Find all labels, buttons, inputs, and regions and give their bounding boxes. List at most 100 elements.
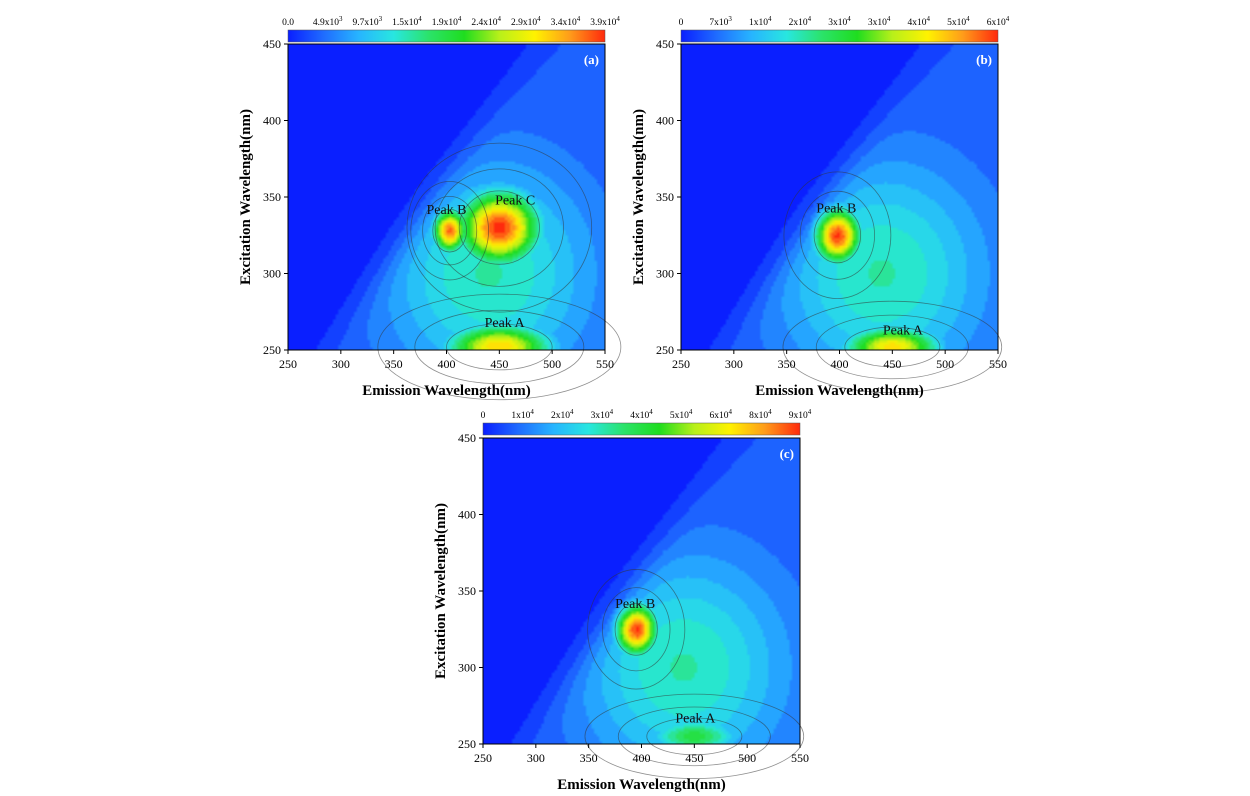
peak-label: Peak C — [495, 194, 535, 209]
colorbar-tick-label: 1x104 — [749, 15, 772, 28]
colorbar-tick-label: 2.9x104 — [511, 15, 541, 28]
y-tick-label: 300 — [458, 661, 476, 675]
colorbar-frame — [680, 29, 999, 43]
colorbar-tick-label: 2x104 — [551, 408, 574, 421]
colorbar-tick-label: 0 — [481, 411, 486, 421]
x-tick-label: 400 — [633, 751, 651, 765]
colorbar-tick-label: 0.0 — [282, 18, 294, 28]
colorbar — [483, 423, 800, 435]
colorbar-tick-label: 8x104 — [749, 408, 772, 421]
peak-label: Peak B — [426, 203, 466, 218]
contour-line — [646, 717, 743, 756]
peak-label: Peak B — [615, 597, 655, 612]
contour-line — [844, 326, 941, 368]
colorbar-frame — [482, 422, 801, 436]
contour-line — [406, 142, 593, 313]
y-tick-label: 250 — [458, 737, 476, 751]
colorbar-tick-label: 4x104 — [630, 408, 653, 421]
y-tick-label: 450 — [458, 431, 476, 445]
y-tick-label: 350 — [263, 190, 281, 204]
colorbar-tick-label: 2x104 — [789, 15, 812, 28]
colorbar-tick-label: 3x104 — [591, 408, 614, 421]
x-tick-label: 450 — [685, 751, 703, 765]
x-tick-label: 300 — [332, 357, 350, 371]
x-tick-label: 500 — [738, 751, 756, 765]
colorbar-tick-label: 1.5x104 — [392, 15, 422, 28]
contour-line — [799, 190, 875, 280]
panel-a: 0.0 4.9x103 9.7x103 1.5x104 1.9x104 2.4x104 2.… — [238, 15, 622, 401]
x-tick-label: 350 — [385, 357, 403, 371]
y-tick-label: 450 — [263, 37, 281, 51]
contour-line — [614, 602, 658, 656]
x-axis-title: Emission Wavelength(nm) — [362, 383, 531, 399]
colorbar-tick-label: 7x103 — [709, 15, 732, 28]
colorbar-tick-label: 1x104 — [511, 408, 534, 421]
y-tick-label: 400 — [656, 114, 674, 128]
x-tick-label: 400 — [831, 357, 849, 371]
x-tick-label: 500 — [543, 357, 561, 371]
contour-line — [446, 323, 553, 371]
contour-line — [602, 587, 671, 672]
panel-c: 0 1x104 2x104 3x104 4x104 5x104 6x104 8x104 9x10… — [433, 408, 812, 793]
x-tick-label: 500 — [936, 357, 954, 371]
colorbar-tick-label: 9x104 — [789, 408, 812, 421]
y-tick-label: 250 — [263, 343, 281, 357]
y-axis-title: Excitation Wavelength(nm) — [631, 109, 647, 285]
x-tick-label: 350 — [580, 751, 598, 765]
contour-line — [782, 300, 1003, 394]
x-tick-label: 400 — [438, 357, 456, 371]
colorbar-tick-label: 1.9x104 — [432, 15, 462, 28]
contour-line — [458, 190, 540, 265]
contour-line — [584, 693, 805, 779]
contour-line — [432, 208, 467, 253]
colorbar-tick-label: 5x104 — [947, 15, 970, 28]
colorbar-frame — [287, 29, 606, 43]
x-tick-label: 300 — [527, 751, 545, 765]
x-tick-label: 550 — [596, 357, 614, 371]
contour-line — [783, 171, 892, 299]
y-tick-label: 350 — [458, 584, 476, 598]
colorbar-tick-label: 3.9x104 — [590, 15, 620, 28]
peak-label: Peak A — [485, 316, 526, 331]
y-tick-label: 400 — [458, 508, 476, 522]
contour-line — [434, 168, 564, 287]
colorbar — [288, 30, 605, 42]
x-tick-label: 250 — [672, 357, 690, 371]
colorbar — [681, 30, 998, 42]
y-axis-title: Excitation Wavelength(nm) — [433, 503, 449, 679]
panel-b: 0 7x103 1x104 2x104 3x104 3x104 4x104 5x104 6x10… — [631, 15, 1010, 399]
y-tick-label: 300 — [263, 267, 281, 281]
contour-line — [813, 207, 862, 264]
colorbar-tick-label: 3x104 — [868, 15, 891, 28]
contour-line — [617, 706, 771, 767]
heatmap-surface — [681, 44, 998, 350]
peak-label: Peak A — [675, 712, 716, 727]
contour-line — [410, 180, 489, 281]
colorbar-tick-label: 2.4x104 — [471, 15, 501, 28]
y-tick-label: 400 — [263, 114, 281, 128]
colorbar-tick-label: 9.7x103 — [352, 15, 382, 28]
colorbar-tick-label: 4x104 — [908, 15, 931, 28]
y-axis-title: Excitation Wavelength(nm) — [238, 109, 254, 285]
x-tick-label: 300 — [725, 357, 743, 371]
x-axis-title: Emission Wavelength(nm) — [557, 777, 726, 793]
colorbar-tick-label: 6x104 — [710, 408, 733, 421]
panel-label: (b) — [976, 52, 992, 67]
contour-line — [377, 293, 622, 401]
x-tick-label: 550 — [989, 357, 1007, 371]
contour-line — [587, 569, 686, 690]
colorbar-tick-label: 4.9x103 — [313, 15, 343, 28]
x-tick-label: 250 — [474, 751, 492, 765]
y-tick-label: 350 — [656, 190, 674, 204]
x-axis-title: Emission Wavelength(nm) — [755, 383, 924, 399]
colorbar-tick-label: 5x104 — [670, 408, 693, 421]
colorbar-tick-label: 3.4x104 — [551, 15, 581, 28]
colorbar-tick-label: 3x104 — [828, 15, 851, 28]
panel-label: (a) — [584, 52, 599, 67]
x-tick-label: 450 — [490, 357, 508, 371]
y-tick-label: 300 — [656, 267, 674, 281]
contour-line — [815, 314, 969, 380]
colorbar-tick-label: 0 — [679, 18, 684, 28]
y-tick-label: 450 — [656, 37, 674, 51]
